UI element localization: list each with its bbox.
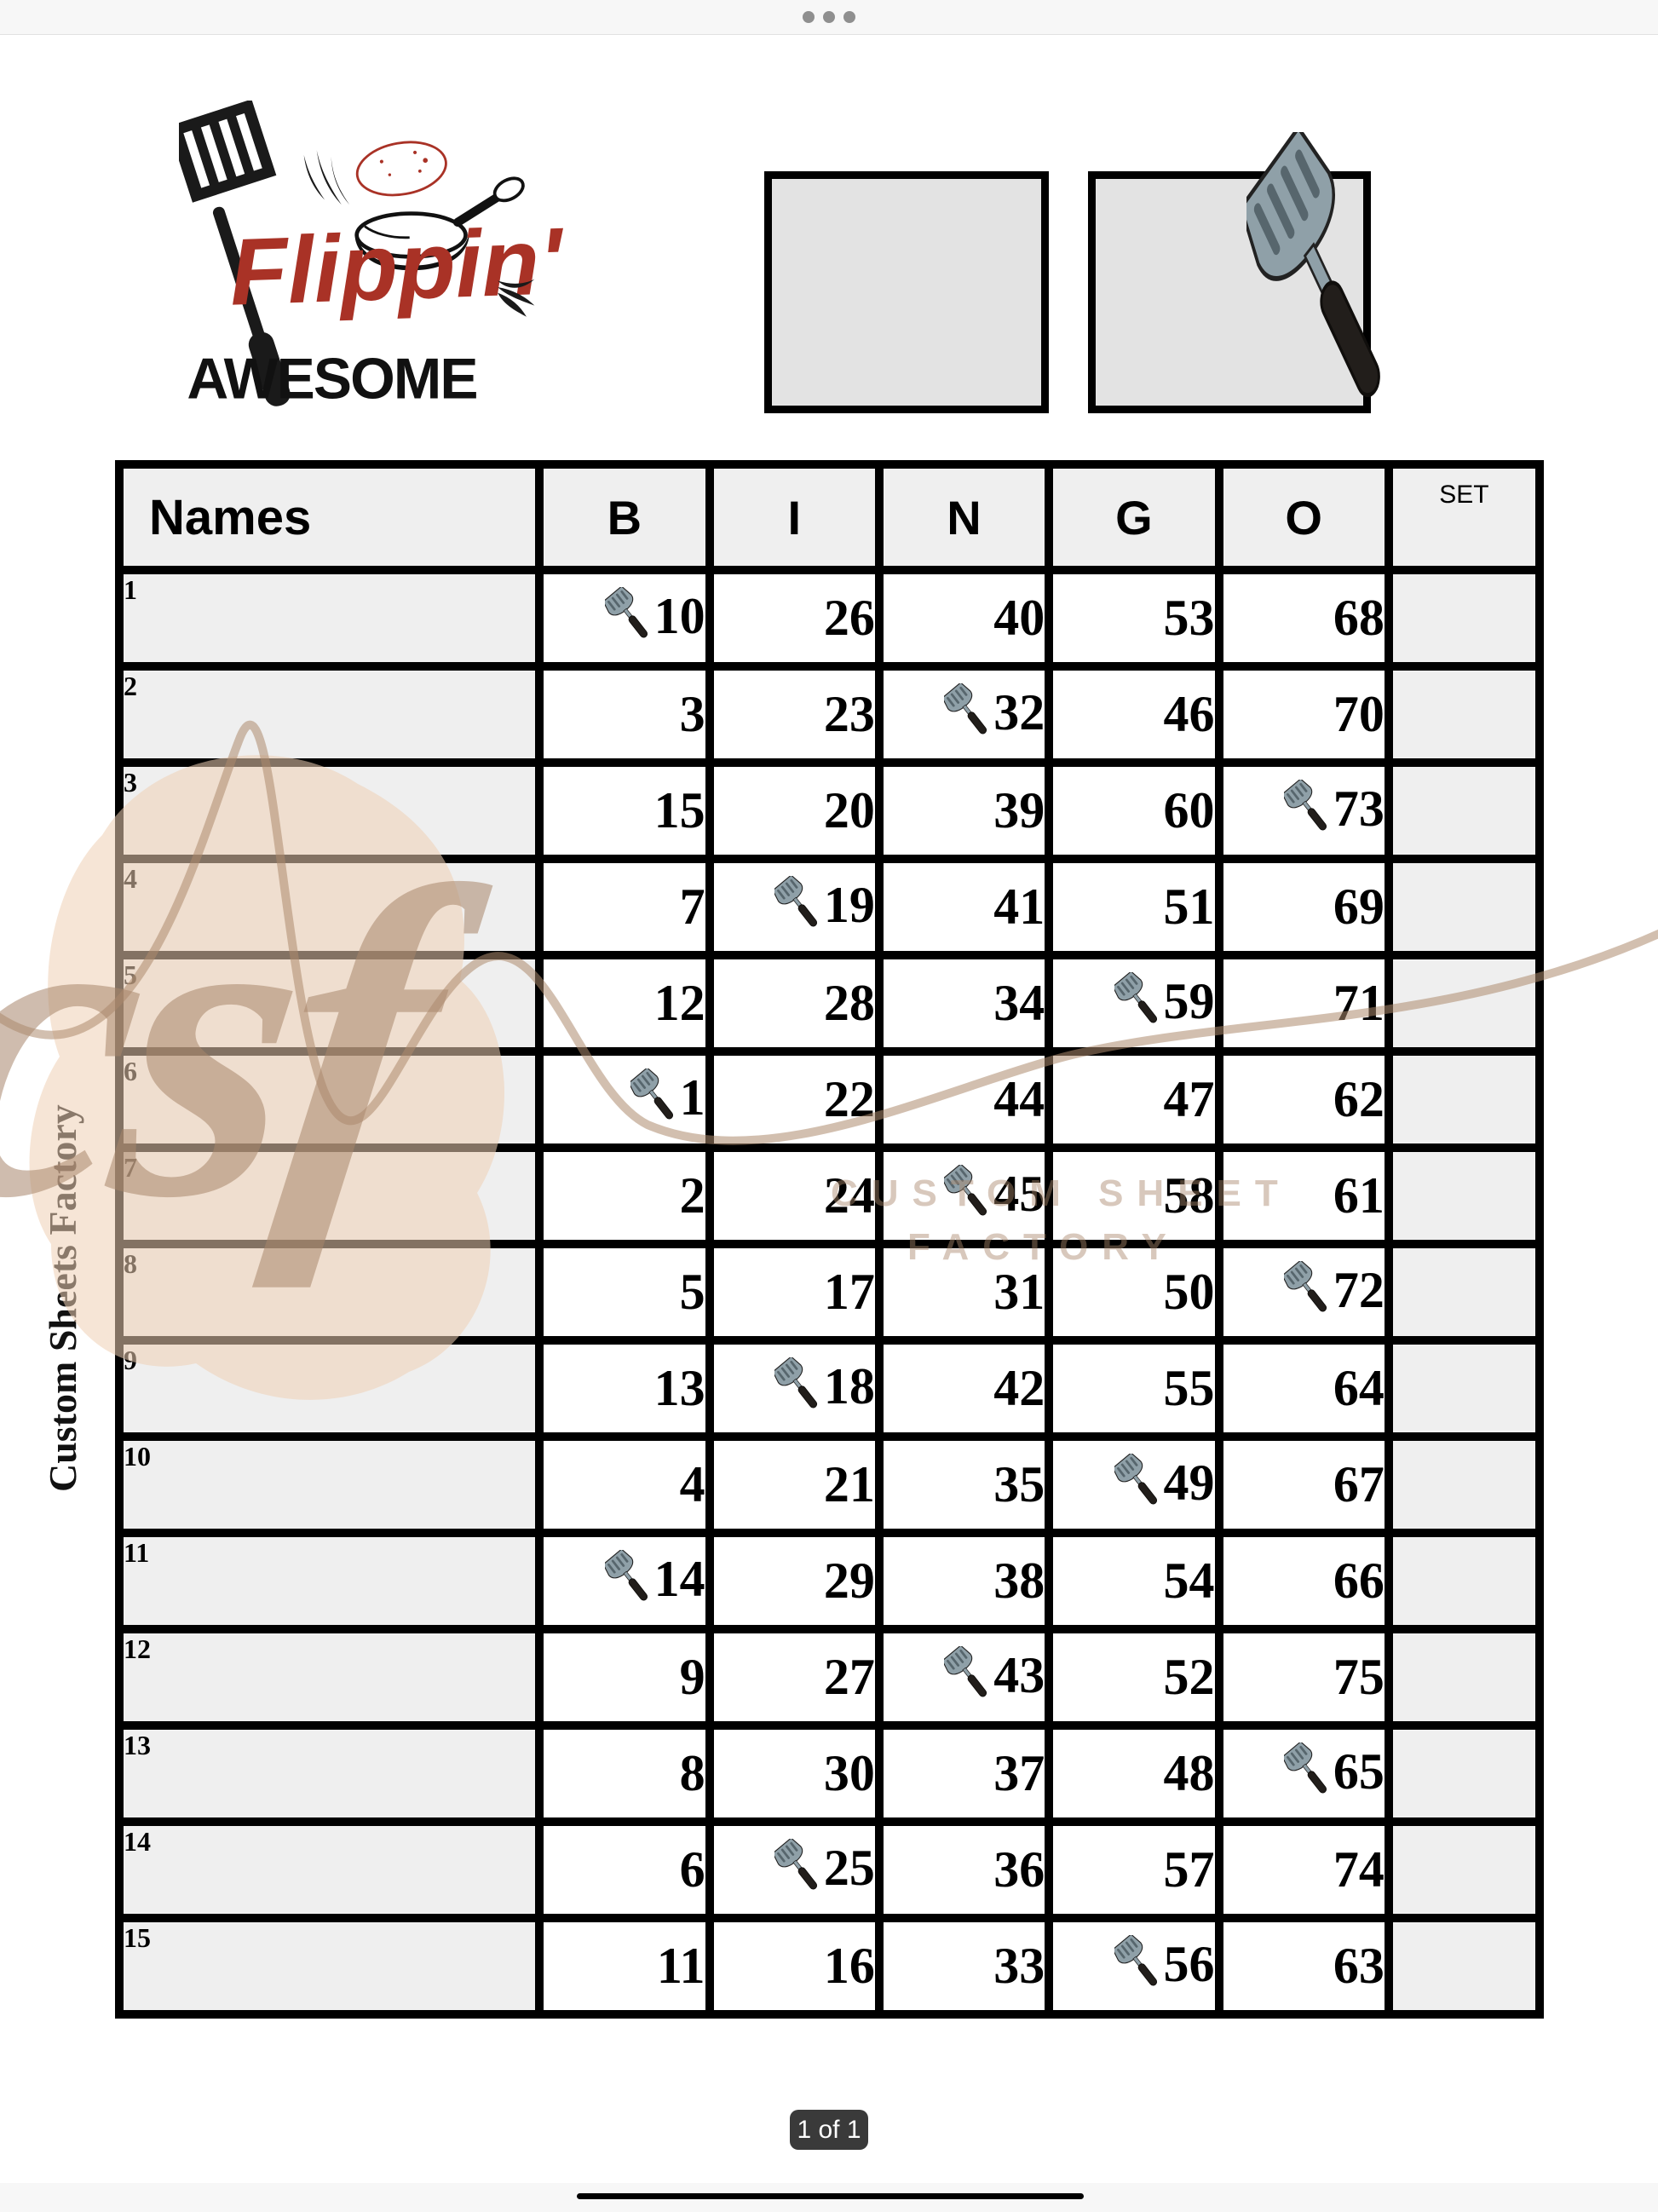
svg-text:AWESOME: AWESOME	[187, 348, 476, 412]
